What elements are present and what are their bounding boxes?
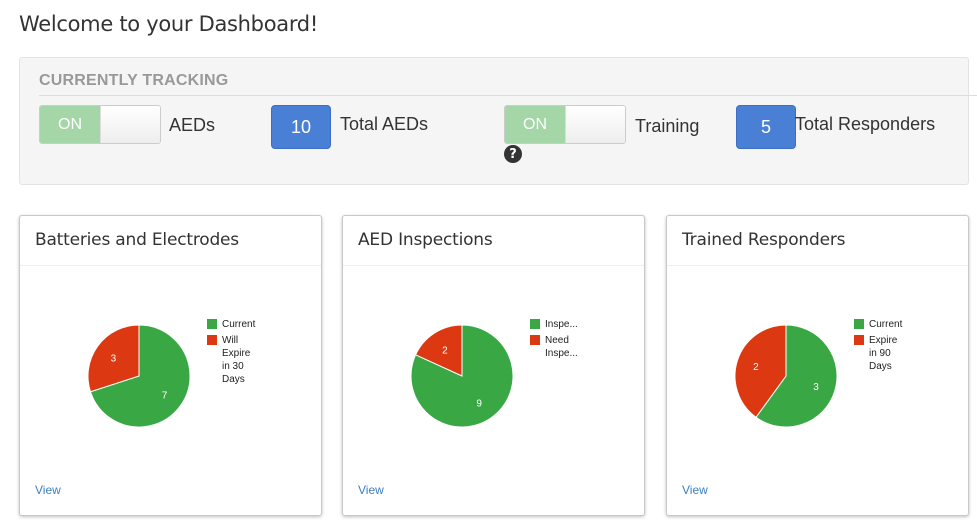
pie-slice-green[interactable]	[755, 324, 838, 428]
legend-label: Current	[222, 319, 256, 330]
view-link[interactable]: View	[682, 483, 708, 497]
tracking-panel: CURRENTLY TRACKING ON AEDs 10 Total AEDs…	[19, 57, 977, 185]
pie-value-label: 3	[111, 353, 117, 364]
aeds-label: AEDs	[169, 115, 216, 135]
divider	[343, 265, 644, 266]
tracking-heading: CURRENTLY TRACKING	[39, 72, 229, 89]
divider	[667, 265, 968, 266]
view-link[interactable]: View	[35, 483, 61, 497]
legend-label: Inspe...	[545, 319, 578, 330]
pie-slice-red[interactable]	[414, 324, 463, 377]
total-aeds-label: Total AEDs	[340, 114, 429, 134]
training-toggle-on-label: ON	[505, 106, 565, 143]
legend-label: Need Inspe...	[545, 335, 578, 359]
pie-chart-svg: 73	[87, 324, 191, 428]
total-responders-label: Total Responders	[795, 114, 936, 134]
aeds-toggle-on-label: ON	[40, 106, 100, 143]
total-aeds-badge: 10	[271, 105, 331, 149]
card-title: Trained Responders	[682, 230, 846, 250]
total-responders-badge: 5	[736, 105, 796, 149]
card-title: AED Inspections	[358, 230, 493, 250]
pie-value-label: 7	[162, 391, 168, 402]
legend-swatch-red	[530, 335, 540, 345]
training-label: Training	[635, 116, 700, 136]
legend-swatch-red	[854, 335, 864, 345]
legend-swatch-green	[207, 319, 217, 329]
legend-label: Current	[869, 319, 903, 330]
pie-value-label: 2	[753, 362, 759, 373]
aeds-toggle-knob	[100, 106, 160, 143]
divider	[20, 265, 321, 266]
view-link[interactable]: View	[358, 483, 384, 497]
legend-swatch-green	[854, 319, 864, 329]
divider	[39, 95, 977, 96]
legend-swatch-red	[207, 335, 217, 345]
training-toggle-knob	[565, 106, 625, 143]
question-mark-icon[interactable]: ?	[504, 145, 522, 163]
page-title: Welcome to your Dashboard!	[19, 12, 318, 36]
pie-slice-green[interactable]	[89, 324, 191, 428]
pie-value-label: 9	[476, 399, 482, 410]
card-title: Batteries and Electrodes	[35, 230, 239, 250]
pie-value-label: 3	[813, 382, 819, 393]
legend-label: Expire in 90 Days	[869, 335, 898, 372]
pie-value-label: 2	[442, 345, 448, 356]
pie-slice-red[interactable]	[87, 324, 140, 393]
pie-chart-svg: 92	[410, 324, 514, 428]
pie-chart-svg: 32	[734, 324, 838, 428]
training-toggle[interactable]: ON	[504, 105, 626, 144]
pie-slice-red[interactable]	[734, 324, 787, 418]
legend-label: Will Expire in 30 Days	[222, 335, 251, 385]
aeds-toggle[interactable]: ON	[39, 105, 161, 144]
legend-swatch-green	[530, 319, 540, 329]
